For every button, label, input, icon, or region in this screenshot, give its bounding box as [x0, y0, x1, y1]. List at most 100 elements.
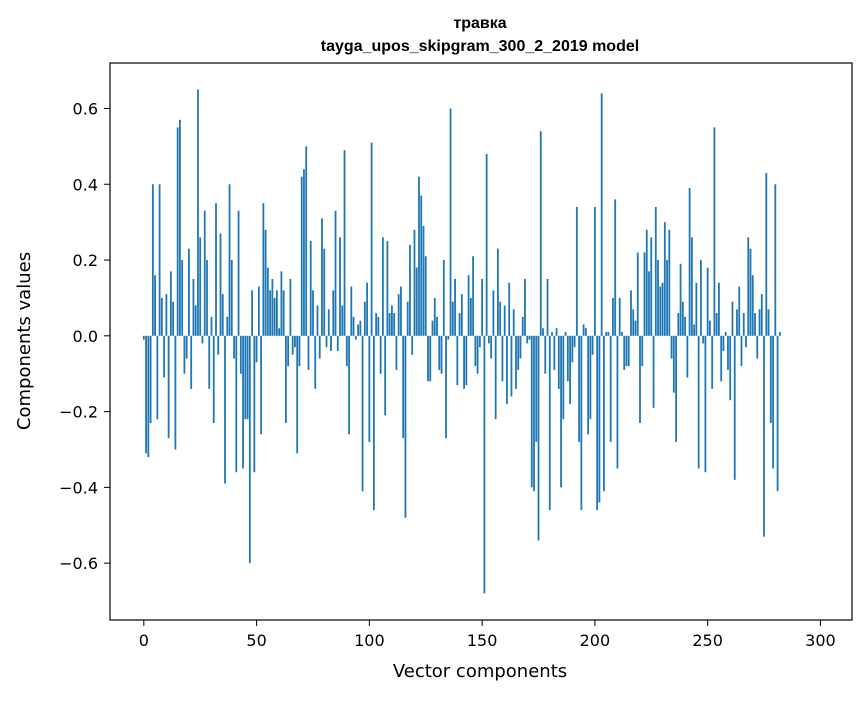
bar-91: [348, 335, 350, 435]
bar-252: [711, 335, 714, 389]
bar-204: [603, 335, 605, 492]
bar-86: [336, 335, 339, 351]
bar-44: [242, 335, 244, 469]
bar-184: [557, 335, 560, 389]
bar-11: [167, 335, 170, 439]
bar-105: [379, 335, 382, 374]
bar-76: [314, 335, 317, 389]
bar-38: [228, 184, 231, 336]
bar-174: [535, 335, 538, 442]
bar-210: [616, 335, 619, 469]
bar-253: [713, 127, 716, 336]
bar-208: [612, 297, 614, 336]
bar-263: [736, 309, 738, 336]
bar-110: [391, 305, 393, 336]
bar-116: [404, 335, 407, 518]
bar-66: [291, 335, 294, 355]
bar-261: [731, 301, 734, 336]
bar-188: [566, 335, 569, 382]
bar-28: [206, 260, 208, 336]
bar-143: [465, 335, 468, 386]
bar-185: [560, 335, 562, 488]
bar-104: [377, 316, 380, 336]
bar-3: [149, 335, 152, 423]
bar-123: [420, 195, 423, 336]
bar-265: [740, 335, 743, 367]
y-tick-label: 0.6: [73, 99, 98, 118]
bar-194: [580, 335, 583, 511]
bar-126: [427, 335, 429, 382]
bar-245: [695, 282, 698, 336]
bar-67: [294, 335, 296, 348]
bar-87: [339, 237, 341, 336]
x-tick-label: 0: [139, 631, 149, 650]
bar-139: [456, 335, 459, 386]
bar-167: [519, 335, 522, 359]
x-tick-label: 300: [805, 631, 836, 650]
bar-230: [661, 282, 664, 336]
bar-173: [533, 335, 535, 492]
bar-203: [600, 93, 603, 336]
bar-161: [506, 335, 508, 405]
bar-59: [275, 290, 278, 336]
bar-19: [185, 335, 188, 359]
bar-96: [359, 320, 362, 336]
bar-246: [697, 335, 700, 469]
bar-171: [528, 335, 531, 340]
bar-8: [160, 297, 163, 336]
bar-127: [429, 335, 432, 382]
y-ticks: −0.6 −0.4 −0.2 0.0 0.2 0.4 0.6: [59, 99, 110, 573]
bar-60: [278, 328, 281, 336]
bar-247: [699, 260, 702, 336]
bar-192: [575, 206, 578, 336]
bar-65: [289, 278, 292, 336]
bar-158: [499, 301, 502, 336]
bar-77: [316, 305, 319, 336]
bar-270: [751, 275, 754, 336]
bar-124: [422, 225, 425, 336]
bar-99: [366, 282, 368, 336]
bar-190: [571, 335, 574, 363]
bar-46: [246, 335, 249, 420]
bar-215: [627, 335, 630, 367]
bar-226: [652, 335, 655, 408]
bar-163: [510, 335, 513, 397]
bar-276: [765, 172, 768, 336]
y-tick-label: 0.0: [73, 327, 98, 346]
bar-101: [370, 142, 373, 336]
bar-24: [197, 89, 199, 336]
bar-89: [343, 150, 346, 336]
bar-132: [440, 335, 443, 374]
bar-187: [564, 332, 567, 336]
bar-181: [551, 332, 553, 336]
bar-223: [645, 229, 648, 336]
bar-7: [158, 184, 161, 336]
bar-26: [201, 335, 204, 344]
bar-111: [393, 313, 396, 336]
bar-120: [413, 229, 416, 336]
bar-103: [375, 313, 378, 336]
bar-239: [681, 301, 684, 336]
bar-219: [636, 252, 639, 336]
bar-182: [553, 335, 556, 370]
bar-216: [630, 290, 632, 336]
bar-14: [174, 335, 177, 450]
bar-240: [684, 316, 686, 336]
bar-54: [264, 229, 267, 336]
bar-114: [400, 286, 402, 336]
bar-198: [589, 335, 592, 420]
bar-207: [609, 335, 612, 442]
bar-130: [436, 316, 438, 336]
bar-148: [476, 335, 479, 374]
bar-31: [212, 335, 215, 423]
bar-166: [517, 335, 520, 370]
bar-129: [433, 297, 436, 336]
bar-69: [298, 335, 301, 367]
bar-62: [282, 290, 285, 336]
bar-118: [409, 244, 411, 336]
bars-layer: [142, 89, 781, 594]
bar-50: [255, 335, 258, 363]
bar-100: [368, 335, 371, 442]
bar-168: [521, 316, 524, 336]
